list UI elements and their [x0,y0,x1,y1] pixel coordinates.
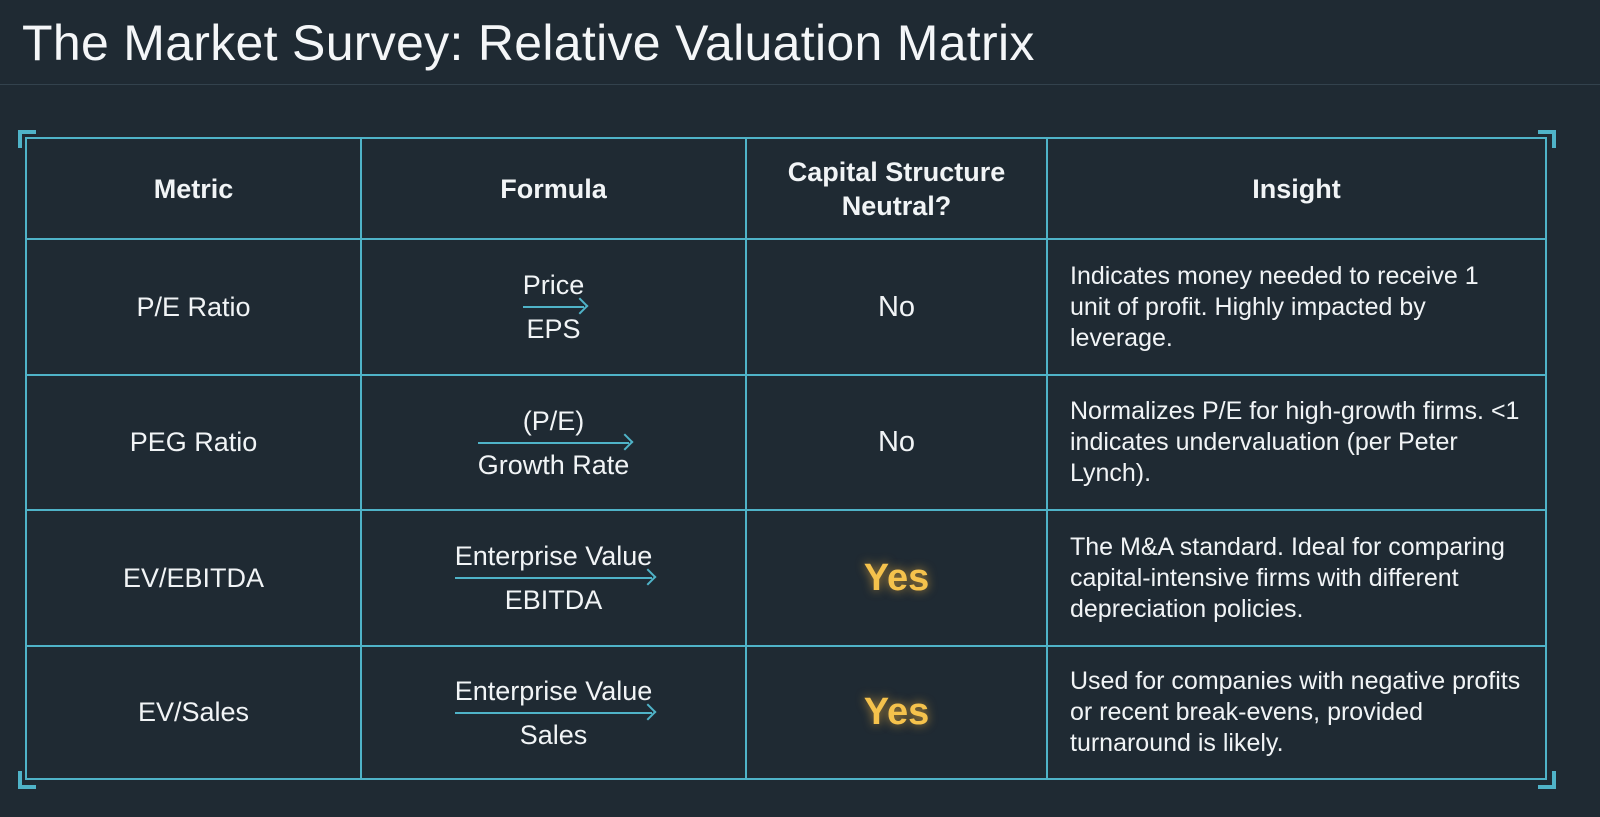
formula-cell: (P/E) Growth Rate [360,374,747,511]
insight-cell: Indicates money needed to receive 1 unit… [1046,238,1547,376]
metric-cell: P/E Ratio [25,238,362,376]
fraction: Price EPS [499,268,609,346]
neutral-cell: Yes [745,509,1048,647]
fraction-arrow [477,441,630,444]
header-row: Metric Formula Capital Structure Neutral? I… [25,137,1547,240]
table-row: P/E Ratio Price EPS No Indicates money neede… [25,238,1547,376]
header-cell: Formula [360,137,747,240]
fraction: Enterprise Value Sales [431,674,677,752]
fraction: Enterprise Value EBITDA [431,539,677,617]
metric-cell: EV/EBITDA [25,509,362,647]
insight-cell: Normalizes P/E for high-growth firms. <1… [1046,374,1547,511]
corner [1538,771,1556,789]
denominator: EPS [526,314,581,344]
neutral-cell: No [745,374,1048,511]
header-cell: Insight [1046,137,1547,240]
title: The Market Survey: Relative Valuation Ma… [22,15,1035,71]
table-row: PEG Ratio (P/E) Growth Rate No Normalizes P/… [25,374,1547,511]
fraction-arrow [522,306,585,308]
fraction-arrow [454,577,653,579]
denominator: Growth Rate [477,449,630,480]
corner [18,771,36,789]
fraction-arrow [454,711,653,714]
numerator: Enterprise Value [454,541,653,571]
header-cell: Capital Structure Neutral? [745,137,1048,240]
formula-cell: Price EPS [360,238,747,376]
insight-cell: The M&A standard. Ideal for comparing ca… [1046,509,1547,647]
numerator: (P/E) [522,405,585,436]
table-row: EV/EBITDA Enterprise Value EBITDA Yes The M&… [25,509,1547,647]
valuation-table: Metric Formula Capital Structure Neutral? I… [25,137,1547,780]
denominator: Sales [519,719,588,750]
table-row: EV/Sales Enterprise Value Sales Yes Used for… [25,645,1547,780]
insight-cell: Used for companies with negative profits… [1046,645,1547,780]
table-body: P/E Ratio Price EPS No Indicates money neede… [25,238,1547,780]
numerator: Enterprise Value [454,675,653,706]
neutral-cell: Yes [745,645,1048,780]
corner [1538,130,1556,148]
numerator: Price [522,270,585,300]
denominator: EBITDA [504,585,603,615]
neutral-cell: No [745,238,1048,376]
header-cell: Metric [25,137,362,240]
decor-line [0,84,1600,85]
metric-cell: EV/Sales [25,645,362,780]
formula-cell: Enterprise Value Sales [360,645,747,780]
fraction: (P/E) Growth Rate [454,404,654,482]
metric-cell: PEG Ratio [25,374,362,511]
corner [18,130,36,148]
formula-cell: Enterprise Value EBITDA [360,509,747,647]
